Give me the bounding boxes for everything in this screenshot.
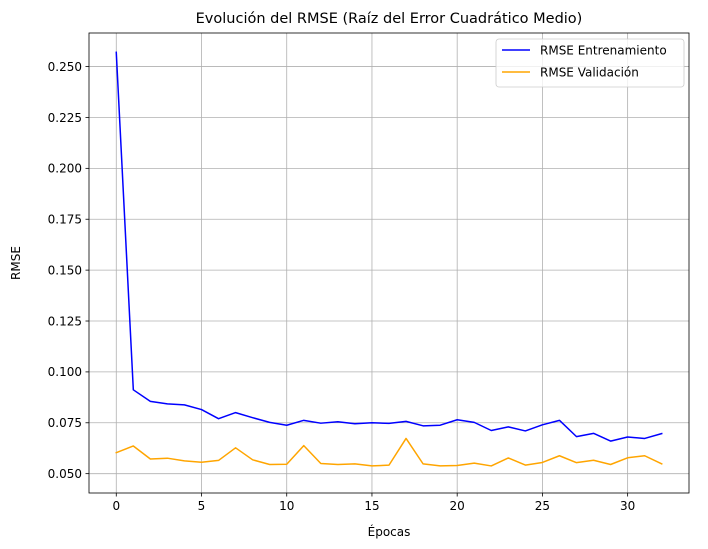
y-tick-label: 0.225 (48, 111, 82, 125)
x-tick-label: 25 (535, 499, 550, 513)
legend-label-validation: RMSE Validación (540, 66, 639, 80)
y-tick-label: 0.075 (48, 416, 82, 430)
legend-label-train: RMSE Entrenamiento (540, 44, 667, 58)
grid (89, 33, 689, 493)
series-line-train (115, 51, 663, 442)
series-line-validation (115, 437, 663, 467)
y-tick-label: 0.250 (48, 60, 82, 74)
chart-title: Evolución del RMSE (Raíz del Error Cuadr… (196, 11, 583, 27)
y-tick-label: 0.125 (48, 314, 82, 328)
y-tick-label: 0.175 (48, 213, 82, 227)
x-axis-label: Épocas (368, 524, 411, 539)
x-tick-label: 5 (198, 499, 206, 513)
plot-frame (88, 32, 690, 494)
y-axis-label: RMSE (9, 246, 23, 280)
x-tick-label: 15 (364, 499, 379, 513)
series-layer (115, 51, 663, 467)
x-tick-label: 10 (279, 499, 294, 513)
x-tick-label: 20 (450, 499, 465, 513)
x-tick-label: 30 (620, 499, 635, 513)
y-tick-label: 0.100 (48, 365, 82, 379)
legend: RMSE Entrenamiento RMSE Validación (495, 38, 685, 88)
y-tick-label: 0.150 (48, 263, 82, 277)
y-tick-label: 0.200 (48, 162, 82, 176)
axis-ticks: 0 5 10 15 20 25 30 0.050 0.075 0.100 0.125 0.150 0.1… (48, 60, 636, 513)
y-tick-label: 0.050 (48, 467, 82, 481)
x-tick-label: 0 (112, 499, 120, 513)
legend-box (495, 38, 685, 88)
